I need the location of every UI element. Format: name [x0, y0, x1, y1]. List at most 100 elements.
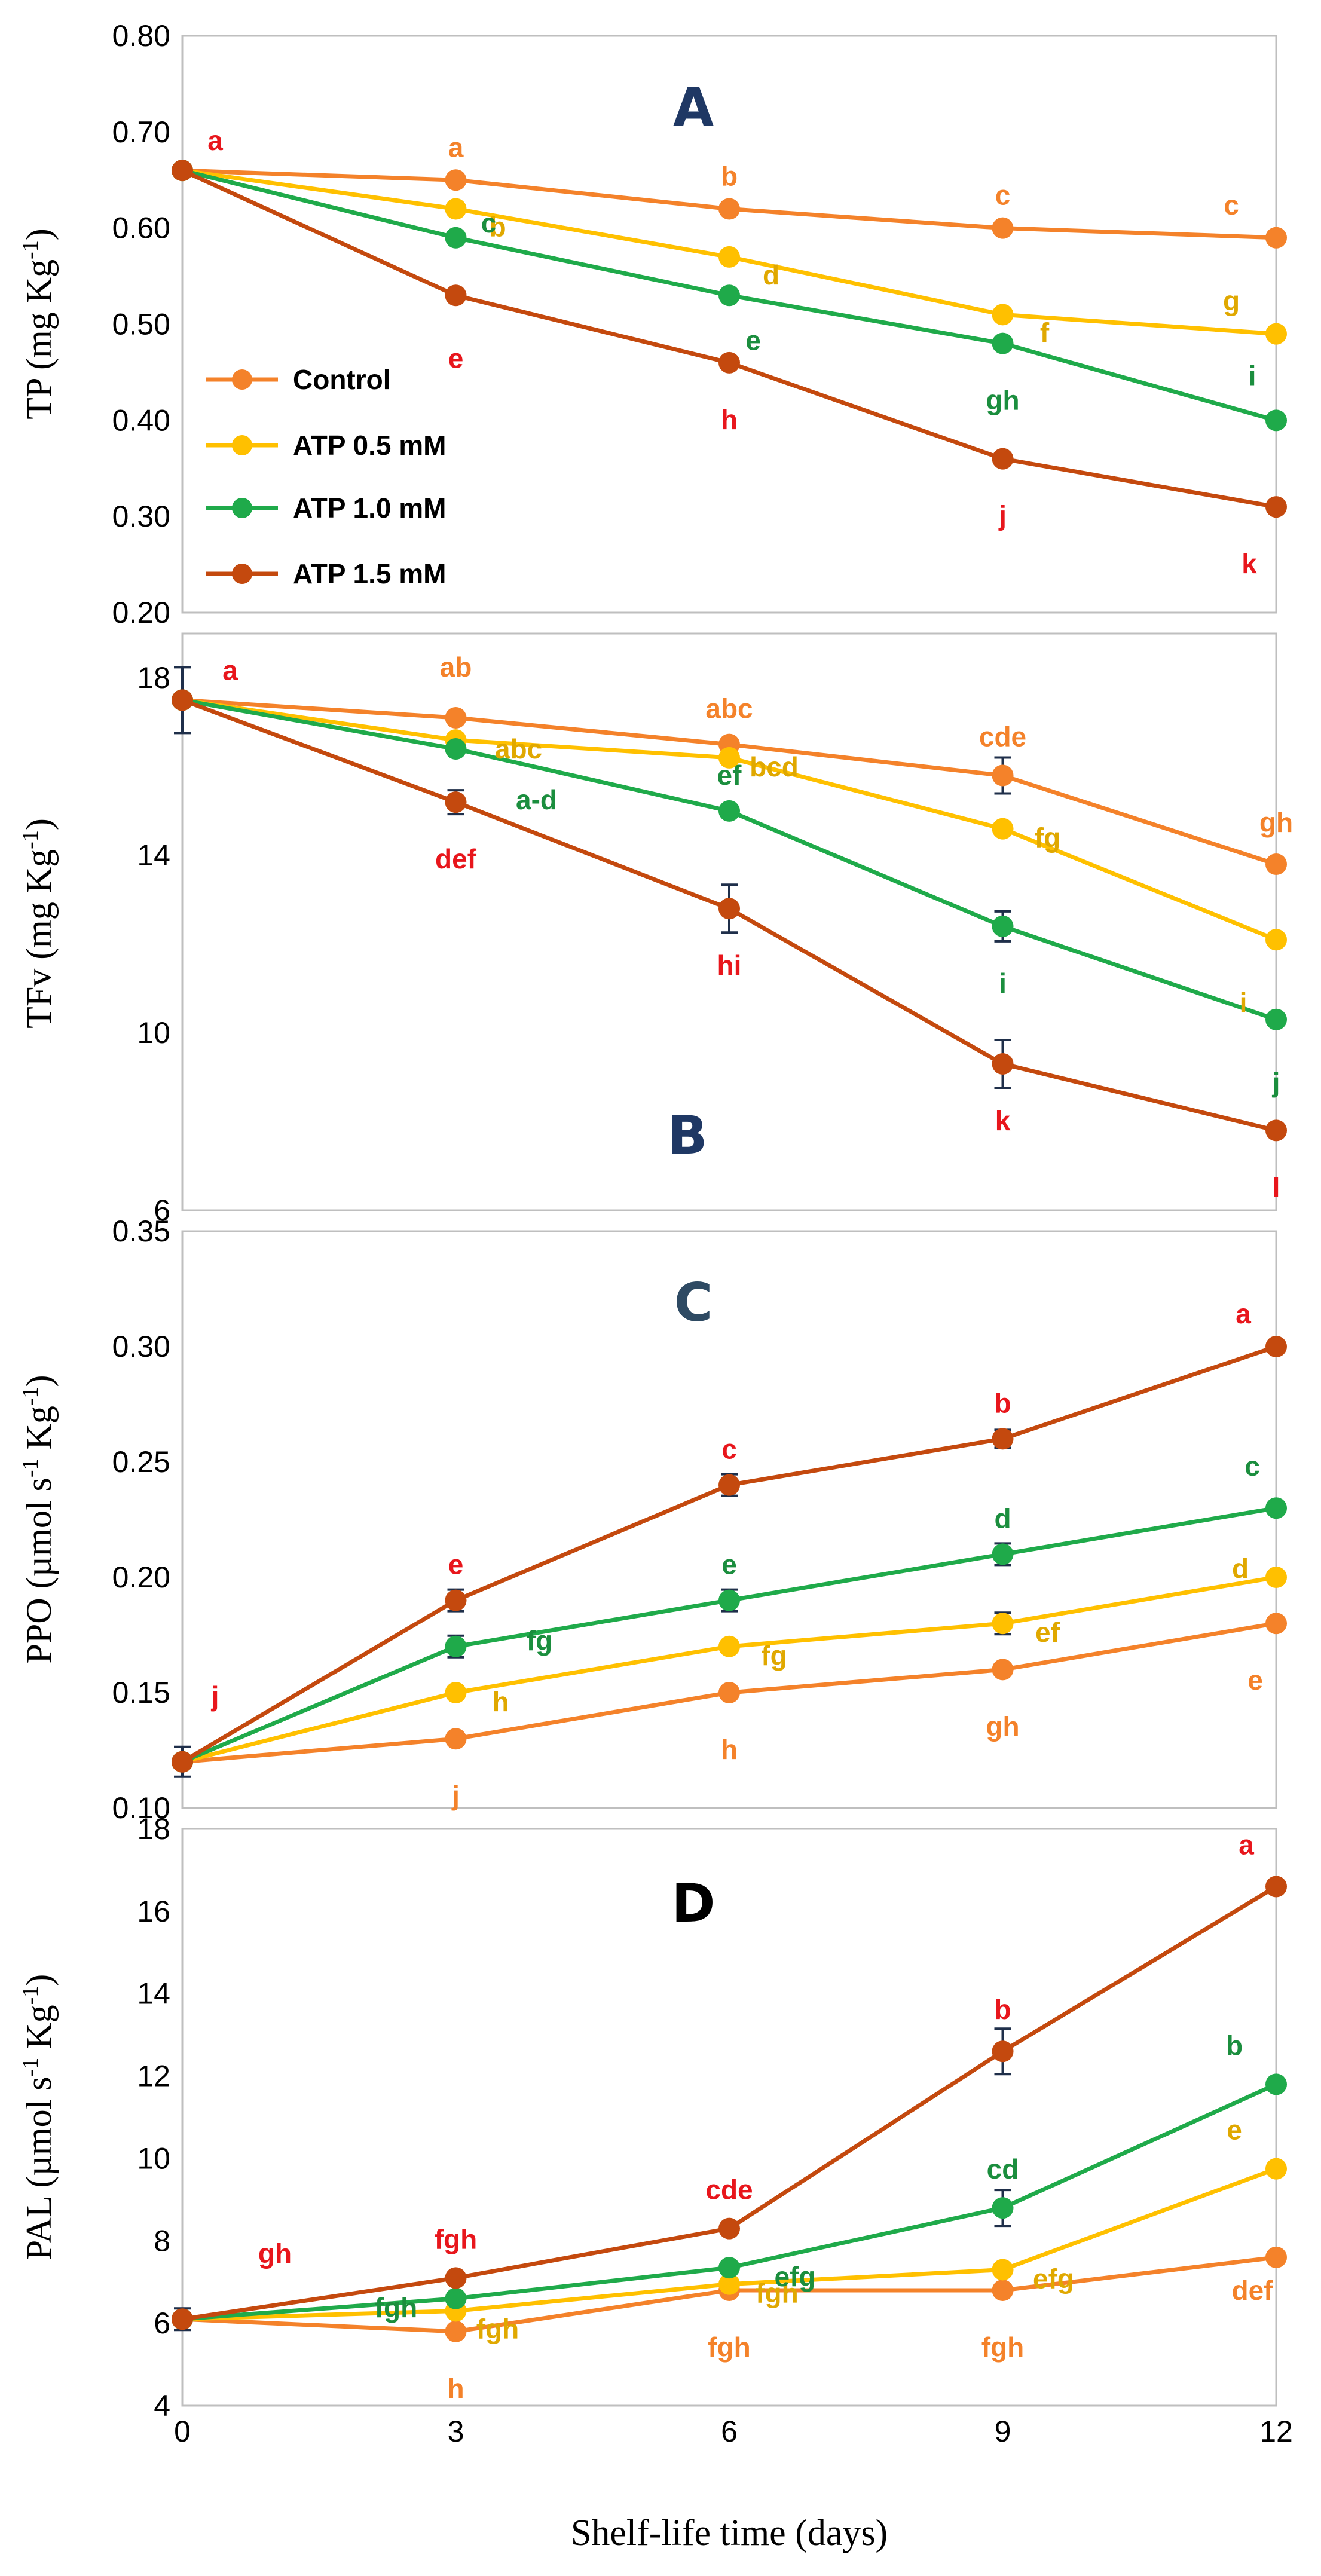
- panel-b-atp-1-0-mm-letter-2: ef: [717, 760, 742, 791]
- panel-b-control-letter-1: ab: [440, 651, 472, 683]
- panel-a-control-letter-1: a: [448, 131, 464, 163]
- panel-a-atp-1-5-mm-point-1: [445, 284, 467, 307]
- panel-c-atp-0-5-mm-point-1: [445, 1682, 467, 1703]
- panel-c-y-ticks: 0.10 0.15 0.20 0.25 0.30 0.35: [112, 1214, 170, 1825]
- panel-c-atp-1-5-mm-letter-1: e: [448, 1549, 464, 1580]
- legend-atp10-marker: [232, 498, 252, 518]
- legend-atp05-label: ATP 0.5 mM: [293, 430, 446, 461]
- panel-b-control-letter-3: cde: [979, 721, 1026, 752]
- panel-c-control-letter-4: e: [1247, 1665, 1263, 1696]
- panel-b-y-tick-6: 6: [154, 1194, 170, 1227]
- panel-a-atp-1-0-mm-point-4: [1265, 409, 1287, 432]
- panel-b-atp-1-5-mm-letter-3: k: [995, 1105, 1011, 1136]
- x-tick-12: 12: [1259, 2415, 1293, 2448]
- panel-b-y-tick-14: 14: [137, 839, 170, 872]
- legend: Control ATP 0.5 mM ATP 1.0 mM ATP 1.5 mM: [206, 364, 446, 589]
- panel-a-atp-0-5-mm-letter-3: f: [1040, 317, 1050, 348]
- panel-d-atp-0-5-mm-letter-1: fgh: [476, 2313, 519, 2344]
- panel-d-series: [172, 1876, 1287, 2342]
- panel-a-y-tick-0.50: 0.50: [112, 308, 170, 341]
- panel-a-atp-1-5-mm-letter-1: e: [448, 342, 464, 374]
- panel-d-atp-1-5-mm-point-0: [172, 2308, 193, 2330]
- panel-a-atp-1-5-mm-letter-4: k: [1242, 548, 1257, 579]
- panel-a-atp-1-5-mm-point-0: [172, 160, 193, 182]
- panel-c-atp-1-0-mm-point-2: [718, 1589, 740, 1611]
- panel-b-atp-1-0-mm-point-1: [445, 738, 467, 760]
- panel-d-atp-1-0-mm-point-2: [718, 2257, 740, 2279]
- panel-d-y-tick-8: 8: [154, 2224, 170, 2257]
- panel-a-atp-1-0-mm-point-3: [992, 332, 1014, 354]
- panel-b-control-point-1: [445, 707, 467, 729]
- panel-b-atp-1-5-mm-point-1: [445, 791, 467, 813]
- x-tick-0: 0: [174, 2415, 191, 2448]
- panel-d-atp-1-0-mm-letter-2: efg: [775, 2261, 816, 2292]
- panel-c-atp-1-5-mm-letter-3: b: [994, 1387, 1011, 1418]
- panel-d-y-tick-10: 10: [137, 2141, 170, 2175]
- panel-c-y-tick-0.25: 0.25: [112, 1445, 170, 1479]
- panel-b-atp-1-0-mm-point-4: [1265, 1008, 1287, 1030]
- legend-atp15-label: ATP 1.5 mM: [293, 558, 446, 589]
- panel-b-atp-1-5-mm-letter-4: l: [1273, 1171, 1280, 1203]
- panel-b-atp-1-0-mm-letter-3: i: [999, 968, 1007, 999]
- panel-b-atp-1-0-mm-letter-4: j: [1272, 1067, 1280, 1098]
- legend-control-marker: [232, 369, 252, 390]
- panel-a-atp-0-5-mm-point-3: [992, 304, 1014, 326]
- panel-c-control-point-3: [992, 1659, 1014, 1681]
- panel-a-control-point-2: [718, 198, 740, 220]
- panel-a-label: A: [673, 77, 714, 138]
- panel-c-atp-0-5-mm-letter-3: ef: [1035, 1617, 1060, 1648]
- panel-d-atp-1-5-mm-line: [182, 1884, 1277, 2321]
- panel-b-atp-1-5-mm-point-4: [1265, 1119, 1287, 1142]
- panel-d-atp-0-5-mm-point-4: [1265, 2158, 1287, 2180]
- panel-b-atp-1-0-mm-point-3: [992, 915, 1014, 937]
- panel-d-atp-1-0-mm-letter-1: fgh: [375, 2292, 418, 2323]
- x-tick-3: 3: [448, 2415, 464, 2448]
- panel-d-atp-1-5-mm-letter-1: fgh: [435, 2223, 478, 2254]
- panel-c-atp-1-0-mm-point-4: [1265, 1497, 1287, 1519]
- x-axis-ticks: 0 3 6 9 12: [174, 2415, 1293, 2448]
- panel-c-plot-area: [181, 1230, 1277, 1809]
- legend-atp05-marker: [232, 435, 252, 455]
- panel-a-y-tick-0.60: 0.60: [112, 212, 170, 245]
- panel-b-y-tick-18: 18: [137, 661, 170, 695]
- panel-d-y-tick-6: 6: [154, 2306, 170, 2340]
- panel-b-atp-1-5-mm-letter-2: hi: [717, 950, 742, 981]
- panel-c-atp-1-0-mm-letter-2: e: [721, 1549, 737, 1580]
- panel-b-atp-1-5-mm-point-2: [718, 898, 740, 920]
- panel-d-y-tick-18: 18: [137, 1812, 170, 1846]
- panel-a-control-point-3: [992, 217, 1014, 239]
- panel-b-atp-1-5-mm-letter-1: def: [435, 843, 477, 874]
- panel-a-atp-0-5-mm-letter-4: g: [1223, 286, 1240, 317]
- panel-b-letters: ab abc cde gh abc bcd fg i a-d ef i j a def hi k l: [222, 651, 1293, 1203]
- panel-a-series: [172, 160, 1287, 518]
- panel-d-atp-1-5-mm-letter-0: gh: [258, 2238, 292, 2269]
- panel-d-atp-1-0-mm-letter-4: b: [1226, 2030, 1243, 2061]
- panel-c-atp-1-5-mm-point-1: [445, 1589, 467, 1611]
- panel-d-control-letter-3: fgh: [981, 2332, 1025, 2363]
- panel-c-atp-1-5-mm-point-3: [992, 1428, 1014, 1450]
- panel-b-plot-area: [181, 632, 1277, 1211]
- panel-d-atp-0-5-mm-letter-4: e: [1227, 2115, 1242, 2146]
- panel-d-y-tick-4: 4: [154, 2389, 170, 2422]
- panel-c-control-point-1: [445, 1728, 467, 1750]
- panel-a-control-point-4: [1265, 227, 1287, 249]
- panel-a-y-tick-0.70: 0.70: [112, 115, 170, 149]
- panel-c-y-tick-0.15: 0.15: [112, 1676, 170, 1709]
- panel-c-y-tick-0.35: 0.35: [112, 1214, 170, 1248]
- panel-a-atp-1-0-mm-letter-1: c: [481, 207, 497, 238]
- panel-c: 0.10 0.15 0.20 0.25 0.30 0.35 PPO (µmol s-1 K…: [18, 1214, 1287, 1825]
- panel-c-atp-1-5-mm-letter-4: a: [1236, 1298, 1251, 1329]
- panel-a-y-tick-0.40: 0.40: [112, 403, 170, 437]
- panel-b-control-letter-4: gh: [1259, 807, 1293, 838]
- panel-a-atp-0-5-mm-point-4: [1265, 323, 1287, 345]
- panel-b-atp-0-5-mm-letter-2: bcd: [750, 751, 799, 782]
- panel-d-atp-1-0-mm-point-3: [992, 2197, 1014, 2219]
- panel-c-atp-0-5-mm-point-3: [992, 1613, 1014, 1635]
- panel-a-control-letter-2: b: [721, 161, 738, 192]
- panel-a-atp-0-5-mm-letter-2: d: [763, 259, 779, 290]
- panel-d-y-tick-14: 14: [137, 1977, 170, 2011]
- panel-d-atp-1-5-mm-letter-4: a: [1239, 1829, 1254, 1861]
